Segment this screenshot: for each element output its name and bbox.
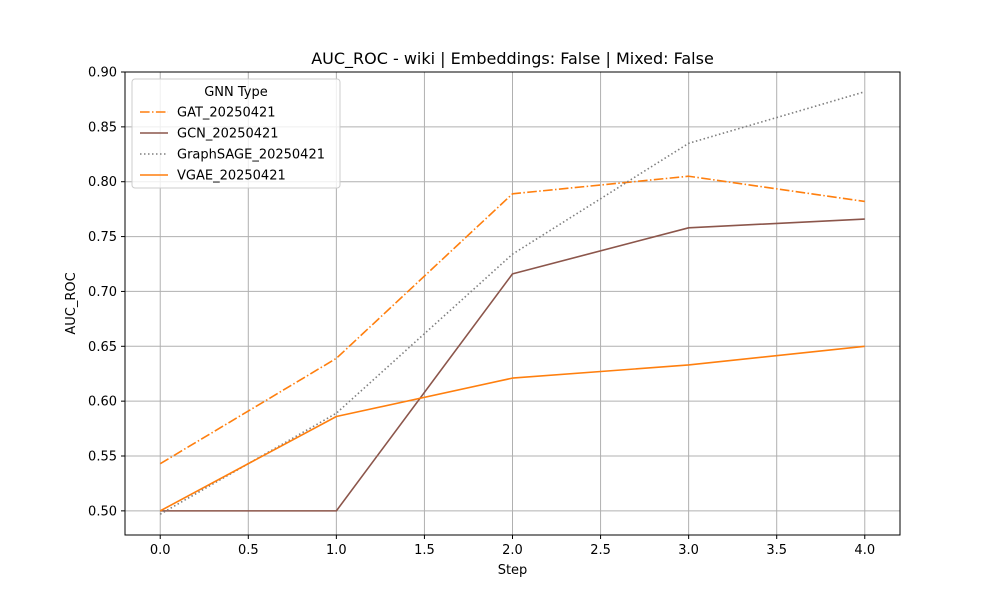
y-tick-label: 0.85 xyxy=(88,120,117,135)
series-line-gat-20250421 xyxy=(159,175,865,465)
legend-entries: GAT_20250421 GCN_20250421 GraphSAGE_202504… xyxy=(140,106,325,184)
series-line-gcn-20250421 xyxy=(160,218,865,512)
y-tick-label: 0.90 xyxy=(88,66,117,81)
y-tick-label: 0.75 xyxy=(88,230,117,245)
series-line-graphsage-20250421 xyxy=(159,90,865,515)
x-tick-label: 2.5 xyxy=(590,543,611,558)
y-axis-label: AUC_ROC xyxy=(64,272,79,334)
x-tick-label: 2.0 xyxy=(502,543,523,558)
legend-title: GNN Type xyxy=(204,85,268,100)
legend-box xyxy=(131,78,341,189)
legend-label: GCN_20250421 xyxy=(177,127,279,142)
x-tick-label: 1.5 xyxy=(414,543,435,558)
y-tick-label: 0.50 xyxy=(88,504,117,519)
legend-label: GAT_20250421 xyxy=(177,106,276,121)
y-tick-label: 0.70 xyxy=(88,285,117,300)
legend-label: VGAE_20250421 xyxy=(177,169,286,184)
y-tick-label: 0.60 xyxy=(88,395,117,410)
y-tick-label: 0.55 xyxy=(88,450,117,465)
x-tick-label: 0.0 xyxy=(150,543,171,558)
x-tick-label: 4.0 xyxy=(854,543,875,558)
x-tick-label: 3.5 xyxy=(766,543,787,558)
x-tick-label: 1.0 xyxy=(326,543,347,558)
x-tick-label: 3.0 xyxy=(678,543,699,558)
series-line-vgae-20250421 xyxy=(159,345,865,512)
x-axis-label: Step xyxy=(498,563,528,578)
y-tick-label: 0.80 xyxy=(88,175,117,190)
legend-label: GraphSAGE_20250421 xyxy=(177,148,325,163)
axis-ticks: 0.0 0.5 1.0 1.5 2.0 2.5 3.0 3.5 4.0 0.50 0.55 0.60 0… xyxy=(88,66,875,559)
legend: GNN Type GAT_20250421 GCN_20250421 GraphSA… xyxy=(131,78,341,189)
chart-title: AUC_ROC - wiki | Embeddings: False | Mix… xyxy=(311,49,714,69)
x-tick-label: 0.5 xyxy=(238,543,259,558)
series-lines xyxy=(159,90,865,515)
y-tick-label: 0.65 xyxy=(88,340,117,355)
